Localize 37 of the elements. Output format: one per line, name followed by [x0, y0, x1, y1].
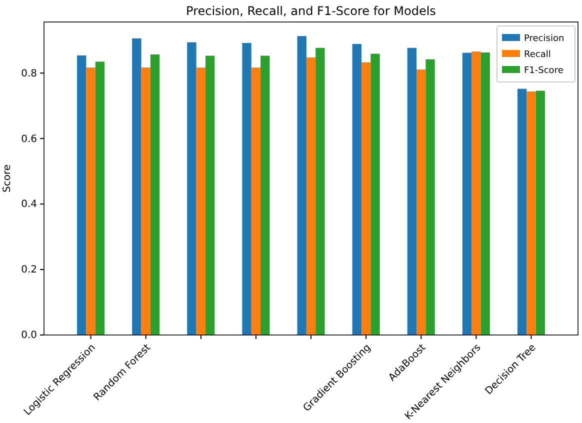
bar: [86, 68, 96, 335]
y-tick-label: 0.8: [21, 68, 37, 80]
bar: [536, 90, 545, 335]
bar: [462, 52, 472, 335]
y-tick-label: 0.0: [21, 330, 37, 342]
bar: [306, 57, 316, 335]
y-tick-label: 0.6: [21, 134, 37, 145]
bar: [251, 68, 261, 335]
bar: [260, 56, 270, 335]
legend-label: Recall: [524, 50, 551, 60]
bar: [297, 36, 306, 335]
bar: [95, 62, 105, 335]
bar: [141, 68, 150, 335]
bar: [361, 62, 371, 335]
bar: [517, 88, 527, 335]
bar: [242, 42, 252, 335]
bar: [196, 68, 206, 335]
bar: [150, 54, 160, 335]
legend-label: Precision: [524, 34, 564, 44]
bar: [352, 44, 362, 335]
bar: [407, 48, 417, 335]
bar: [187, 42, 196, 335]
y-tick-label: 0.2: [21, 264, 37, 276]
bar: [77, 55, 86, 335]
bar: [472, 51, 481, 335]
chart-title: Precision, Recall, and F1-Score for Models: [186, 4, 436, 18]
bar: [132, 38, 142, 335]
bar: [370, 54, 380, 335]
bar: [205, 56, 215, 335]
bar: [526, 91, 536, 335]
legend-label: F1-Score: [524, 66, 564, 76]
y-tick-label: 0.4: [21, 199, 37, 210]
bar: [416, 69, 426, 335]
y-axis-title: Score: [2, 164, 13, 193]
bar: [480, 52, 490, 335]
bar: [316, 48, 325, 335]
bar: [426, 59, 435, 335]
